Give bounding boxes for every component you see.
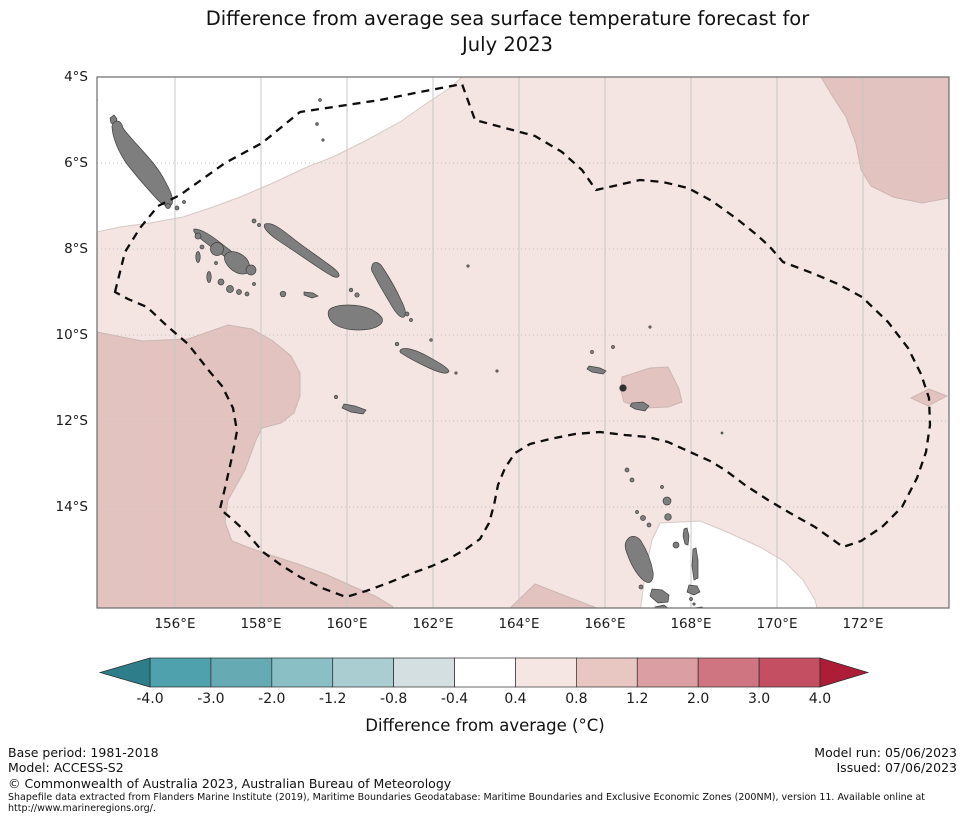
shapefile-note-line1: Shapefile data extracted from Flanders M… [8,792,926,803]
colorbar-left-arrow [98,657,151,688]
x-tick-label: 166°E [584,616,626,632]
colorbar-segment [758,657,821,688]
colorbar-caption: Difference from average (°C) [365,716,605,735]
colorbar [98,657,870,688]
x-tick-label: 168°E [670,616,712,632]
colorbar-segment [393,657,455,688]
x-tick-label: 156°E [154,616,196,632]
patch-west [97,324,395,608]
title-line2: July 2023 [462,33,553,56]
y-tick-label: 6°S [64,155,88,171]
issued-text: Issued: 07/06/2023 [836,760,958,775]
x-tick-label: 170°E [756,616,798,632]
colorbar-segment [515,657,577,688]
patch-santa-cruz [620,366,683,409]
colorbar-segment [636,657,699,688]
colorbar-tick-label: 2.0 [687,691,710,707]
warm-anomaly-patches [97,77,949,608]
y-tick-label: 14°S [55,499,89,515]
shapefile-note-line2: http://www.marineregions.org/. [8,803,156,814]
x-tick-label: 164°E [498,616,540,632]
colorbar-tick-label: 0.4 [504,691,527,707]
base-period-text: Base period: 1981-2018 [8,745,159,760]
colorbar-tick-label: -2.0 [258,691,286,707]
neutral-region-northwest [97,77,463,233]
x-tick-label: 162°E [412,616,454,632]
colorbar-segment [454,657,516,688]
colorbar-tick-label: 0.8 [565,691,588,707]
colorbar-segment [697,657,760,688]
colorbar-segment [332,657,394,688]
land-islands [97,98,724,608]
model-text: Model: ACCESS-S2 [8,760,124,775]
colorbar-segment [149,657,212,688]
x-tick-label: 160°E [326,616,368,632]
colorbar-segment [210,657,273,688]
colorbar-tick-label: -3.0 [197,691,225,707]
colorbar-tick-label: 3.0 [747,691,771,707]
x-tick-label: 172°E [842,616,884,632]
colorbar-tick-label: -4.0 [136,691,164,707]
y-tick-label: 8°S [64,241,88,257]
colorbar-segment [271,657,334,688]
patch-northeast [820,77,949,204]
x-tick-label: 158°E [240,616,282,632]
colorbar-tick-label: 4.0 [808,691,832,707]
y-tick-label: 12°S [55,413,89,429]
eez-boundary-line [113,82,932,599]
page-title: Difference from average sea surface temp… [50,6,965,58]
model-run-text: Model run: 05/06/2023 [814,745,957,760]
copyright-text: © Commonwealth of Australia 2023, Austra… [8,776,452,791]
colorbar-right-arrow [819,657,870,688]
title-line1: Difference from average sea surface temp… [205,7,810,30]
colorbar-tick-label: -0.4 [440,691,469,707]
patch-south-central [509,583,599,608]
y-tick-label: 4°S [64,69,88,85]
y-tick-label: 10°S [55,327,89,343]
colorbar-segment [576,657,638,688]
colorbar-tick-label: 1.2 [626,691,649,707]
gridlines [97,77,949,608]
map-frame [96,76,950,609]
colorbar-tick-label: -0.8 [379,691,408,707]
colorbar-tick-label: -1.2 [319,691,347,707]
